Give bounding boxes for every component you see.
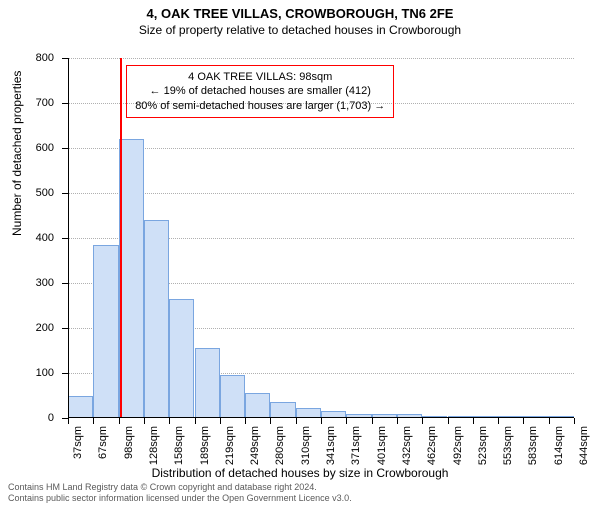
x-tick-mark bbox=[448, 418, 449, 424]
x-tick-mark bbox=[321, 418, 322, 424]
x-tick-mark bbox=[220, 418, 221, 424]
x-tick-mark bbox=[473, 418, 474, 424]
histogram-bar bbox=[93, 245, 118, 418]
histogram-bar bbox=[195, 348, 220, 418]
x-tick-label: 249sqm bbox=[249, 426, 261, 465]
x-tick-label: 98sqm bbox=[123, 426, 135, 459]
x-tick-mark bbox=[422, 418, 423, 424]
x-tick-mark bbox=[245, 418, 246, 424]
x-axis bbox=[68, 417, 574, 418]
y-tick-label: 800 bbox=[36, 52, 54, 64]
grid-line bbox=[68, 193, 574, 194]
y-tick-label: 600 bbox=[36, 142, 54, 154]
x-tick-mark bbox=[574, 418, 575, 424]
annotation-line: ← 19% of detached houses are smaller (41… bbox=[135, 84, 385, 98]
x-tick-mark bbox=[397, 418, 398, 424]
histogram-bar bbox=[169, 299, 194, 418]
x-tick-label: 67sqm bbox=[97, 426, 109, 459]
x-tick-label: 219sqm bbox=[224, 426, 236, 465]
chart-subtitle: Size of property relative to detached ho… bbox=[0, 23, 600, 37]
x-tick-mark bbox=[270, 418, 271, 424]
footer-line1: Contains HM Land Registry data © Crown c… bbox=[8, 482, 352, 493]
x-tick-label: 371sqm bbox=[350, 426, 362, 465]
annotation-line: 4 OAK TREE VILLAS: 98sqm bbox=[135, 70, 385, 84]
x-tick-label: 401sqm bbox=[376, 426, 388, 465]
y-tick-label: 100 bbox=[36, 367, 54, 379]
x-tick-label: 310sqm bbox=[300, 426, 312, 465]
x-tick-label: 492sqm bbox=[452, 426, 464, 465]
x-tick-mark bbox=[93, 418, 94, 424]
x-tick-label: 158sqm bbox=[173, 426, 185, 465]
x-tick-mark bbox=[195, 418, 196, 424]
x-tick-label: 189sqm bbox=[199, 426, 211, 465]
chart-container: 4, OAK TREE VILLAS, CROWBOROUGH, TN6 2FE… bbox=[0, 6, 600, 506]
histogram-bar bbox=[144, 220, 169, 418]
y-axis bbox=[68, 58, 69, 418]
x-tick-label: 128sqm bbox=[148, 426, 160, 465]
grid-line bbox=[68, 58, 574, 59]
footer-line2: Contains public sector information licen… bbox=[8, 493, 352, 504]
y-tick-label: 300 bbox=[36, 277, 54, 289]
x-tick-mark bbox=[119, 418, 120, 424]
chart-title: 4, OAK TREE VILLAS, CROWBOROUGH, TN6 2FE bbox=[0, 6, 600, 21]
y-tick-label: 500 bbox=[36, 187, 54, 199]
y-tick-label: 700 bbox=[36, 97, 54, 109]
x-tick-label: 614sqm bbox=[553, 426, 565, 465]
histogram-bar bbox=[119, 139, 144, 418]
histogram-bar bbox=[220, 375, 245, 418]
x-tick-mark bbox=[68, 418, 69, 424]
property-marker-line bbox=[120, 58, 122, 418]
annotation-box: 4 OAK TREE VILLAS: 98sqm← 19% of detache… bbox=[126, 65, 394, 118]
x-tick-mark bbox=[296, 418, 297, 424]
y-axis-label: Number of detached properties bbox=[10, 71, 24, 236]
x-tick-mark bbox=[523, 418, 524, 424]
x-tick-label: 462sqm bbox=[426, 426, 438, 465]
x-tick-label: 280sqm bbox=[274, 426, 286, 465]
annotation-line: 80% of semi-detached houses are larger (… bbox=[135, 99, 385, 113]
y-tick-label: 200 bbox=[36, 322, 54, 334]
histogram-bar bbox=[68, 396, 93, 418]
y-tick-label: 400 bbox=[36, 232, 54, 244]
y-tick-label: 0 bbox=[48, 412, 54, 424]
histogram-bar bbox=[245, 393, 270, 418]
x-tick-label: 583sqm bbox=[527, 426, 539, 465]
footer-attribution: Contains HM Land Registry data © Crown c… bbox=[8, 482, 352, 504]
x-tick-mark bbox=[372, 418, 373, 424]
x-tick-mark bbox=[169, 418, 170, 424]
x-tick-label: 523sqm bbox=[477, 426, 489, 465]
x-tick-label: 37sqm bbox=[72, 426, 84, 459]
x-tick-mark bbox=[346, 418, 347, 424]
x-tick-mark bbox=[144, 418, 145, 424]
plot-area: 010020030040050060070080037sqm67sqm98sqm… bbox=[68, 58, 574, 418]
x-tick-mark bbox=[498, 418, 499, 424]
x-tick-label: 553sqm bbox=[502, 426, 514, 465]
x-tick-label: 644sqm bbox=[578, 426, 590, 465]
x-tick-mark bbox=[549, 418, 550, 424]
grid-line bbox=[68, 148, 574, 149]
histogram-bar bbox=[270, 402, 295, 418]
x-tick-label: 432sqm bbox=[401, 426, 413, 465]
x-axis-label: Distribution of detached houses by size … bbox=[0, 466, 600, 480]
x-tick-label: 341sqm bbox=[325, 426, 337, 465]
